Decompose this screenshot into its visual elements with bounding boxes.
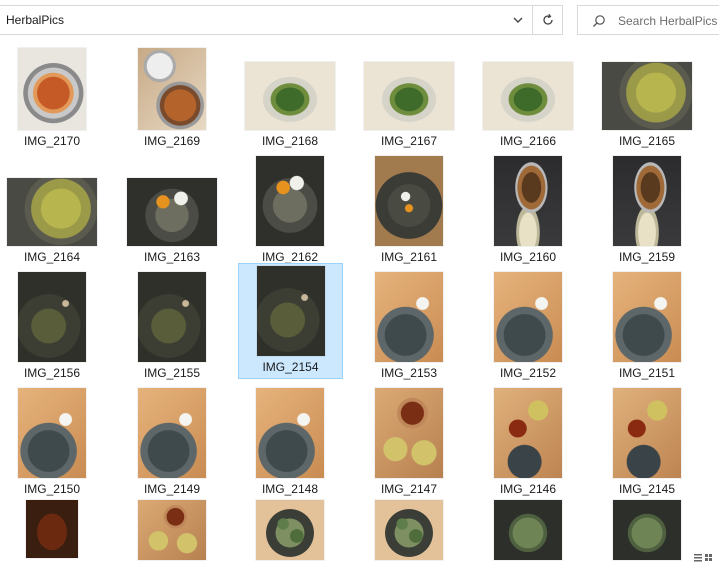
file-item[interactable]: IMG_2170: [0, 38, 104, 152]
file-item[interactable]: IMG_2156: [0, 270, 104, 384]
thumbnail: [494, 388, 562, 478]
file-item[interactable]: [476, 498, 580, 568]
file-item[interactable]: IMG_2155: [120, 270, 224, 384]
file-item[interactable]: IMG_2149: [120, 386, 224, 500]
address-path[interactable]: HerbalPics: [6, 13, 65, 27]
thumbnail: [364, 62, 454, 130]
file-name: IMG_2153: [380, 366, 438, 380]
file-name: IMG_2147: [380, 482, 438, 496]
thumbnail: [26, 500, 78, 558]
thumbnail: [494, 500, 562, 560]
thumbnail: [138, 272, 206, 362]
file-item[interactable]: IMG_2163: [120, 154, 224, 268]
thumbnail: [375, 388, 443, 478]
thumbnail: [602, 62, 692, 130]
thumbnail: [245, 62, 335, 130]
file-item[interactable]: IMG_2164: [0, 154, 104, 268]
thumbnail: [483, 62, 573, 130]
file-name: IMG_2170: [23, 134, 81, 148]
file-name: IMG_2150: [23, 482, 81, 496]
file-item[interactable]: IMG_2161: [357, 154, 461, 268]
view-toggle-icon: [694, 554, 712, 562]
thumbnail: [18, 272, 86, 362]
file-item[interactable]: [0, 498, 104, 568]
file-name: IMG_2155: [143, 366, 201, 380]
search-box[interactable]: Search HerbalPics: [577, 5, 719, 35]
file-item[interactable]: IMG_2165: [595, 38, 699, 152]
file-item[interactable]: [238, 498, 342, 568]
file-name: IMG_2151: [618, 366, 676, 380]
file-name: IMG_2149: [143, 482, 201, 496]
thumbnail: [18, 388, 86, 478]
file-item[interactable]: IMG_2147: [357, 386, 461, 500]
file-item[interactable]: IMG_2159: [595, 154, 699, 268]
chevron-down-icon[interactable]: [512, 14, 524, 26]
file-name: IMG_2152: [499, 366, 557, 380]
file-item[interactable]: IMG_2160: [476, 154, 580, 268]
file-name: IMG_2161: [380, 250, 438, 264]
file-item[interactable]: [595, 498, 699, 568]
file-name: IMG_2160: [499, 250, 557, 264]
file-name: IMG_2167: [380, 134, 438, 148]
thumbnail: [256, 388, 324, 478]
thumbnail: [256, 156, 324, 246]
file-name: IMG_2169: [143, 134, 201, 148]
search-input[interactable]: Search HerbalPics: [618, 14, 718, 28]
file-item[interactable]: IMG_2153: [357, 270, 461, 384]
file-name: IMG_2146: [499, 482, 557, 496]
file-name: IMG_2154: [262, 360, 319, 374]
refresh-button[interactable]: [533, 5, 563, 35]
file-name: IMG_2156: [23, 366, 81, 380]
thumbnail: [613, 500, 681, 560]
file-item[interactable]: IMG_2152: [476, 270, 580, 384]
search-icon: [593, 15, 605, 27]
thumbnail: [256, 266, 325, 356]
file-name: IMG_2165: [618, 134, 676, 148]
file-item[interactable]: IMG_2168: [238, 38, 342, 152]
file-item[interactable]: IMG_2150: [0, 386, 104, 500]
file-item[interactable]: IMG_2167: [357, 38, 461, 152]
thumbnail: [375, 156, 443, 246]
thumbnail: [613, 272, 681, 362]
file-name: IMG_2163: [143, 250, 201, 264]
file-item-selected[interactable]: IMG_2154: [238, 263, 343, 379]
file-item[interactable]: IMG_2146: [476, 386, 580, 500]
thumbnail: [494, 272, 562, 362]
thumbnail: [256, 500, 324, 560]
file-name: IMG_2164: [23, 250, 81, 264]
thumbnail: [494, 156, 562, 246]
file-name: IMG_2159: [618, 250, 676, 264]
file-name: IMG_2148: [261, 482, 319, 496]
file-item[interactable]: IMG_2145: [595, 386, 699, 500]
refresh-icon: [542, 13, 553, 25]
thumbnail: [613, 156, 681, 246]
file-item[interactable]: IMG_2151: [595, 270, 699, 384]
file-item[interactable]: IMG_2162: [238, 154, 342, 268]
file-name: IMG_2168: [261, 134, 319, 148]
file-item[interactable]: IMG_2166: [476, 38, 580, 152]
file-item[interactable]: IMG_2148: [238, 386, 342, 500]
thumbnail: [375, 272, 443, 362]
thumbnail: [613, 388, 681, 478]
thumbnail: [7, 178, 97, 246]
thumbnail: [138, 388, 206, 478]
file-name: IMG_2145: [618, 482, 676, 496]
thumbnail: [138, 500, 206, 560]
file-item[interactable]: IMG_2169: [120, 38, 224, 152]
thumbnail: [138, 48, 206, 130]
address-toolbar: HerbalPics Search HerbalPics: [0, 0, 719, 38]
address-bar[interactable]: HerbalPics: [0, 5, 533, 35]
details-view-icon[interactable]: [693, 553, 715, 566]
file-grid: IMG_2170 IMG_2169 IMG_2168 IMG_2167 IMG_…: [0, 38, 719, 569]
thumbnail: [375, 500, 443, 560]
file-item[interactable]: [357, 498, 461, 568]
thumbnail: [18, 48, 86, 130]
file-name: IMG_2166: [499, 134, 557, 148]
file-item[interactable]: [120, 498, 224, 568]
thumbnail: [127, 178, 217, 246]
file-name: IMG_2162: [261, 250, 319, 264]
